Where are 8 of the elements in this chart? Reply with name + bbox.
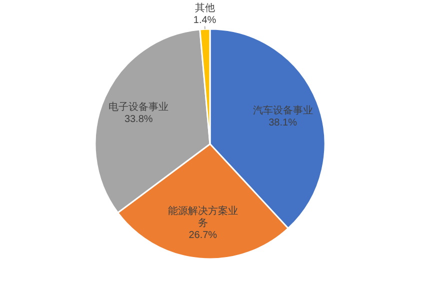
slice-label: 其他: [194, 2, 215, 14]
slice-label: 电子设备事业: [108, 101, 169, 114]
slice-label: 汽车设备事业: [252, 104, 313, 116]
data-label: 1.4%: [193, 15, 216, 26]
data-label: 26.7%: [188, 230, 218, 241]
data-label: 33.8%: [124, 114, 153, 126]
data-label: 38.1%: [268, 117, 298, 128]
slice-label: 能源解决方案业务: [168, 204, 238, 229]
